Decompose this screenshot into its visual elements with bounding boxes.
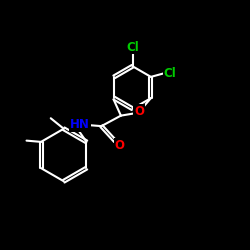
Text: HN: HN	[70, 118, 90, 132]
Text: Cl: Cl	[126, 40, 139, 54]
Text: O: O	[134, 104, 144, 118]
Text: O: O	[115, 139, 125, 152]
Text: Cl: Cl	[164, 66, 176, 80]
